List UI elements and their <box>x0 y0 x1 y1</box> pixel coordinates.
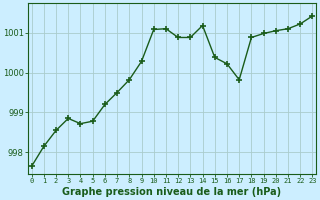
X-axis label: Graphe pression niveau de la mer (hPa): Graphe pression niveau de la mer (hPa) <box>62 187 282 197</box>
